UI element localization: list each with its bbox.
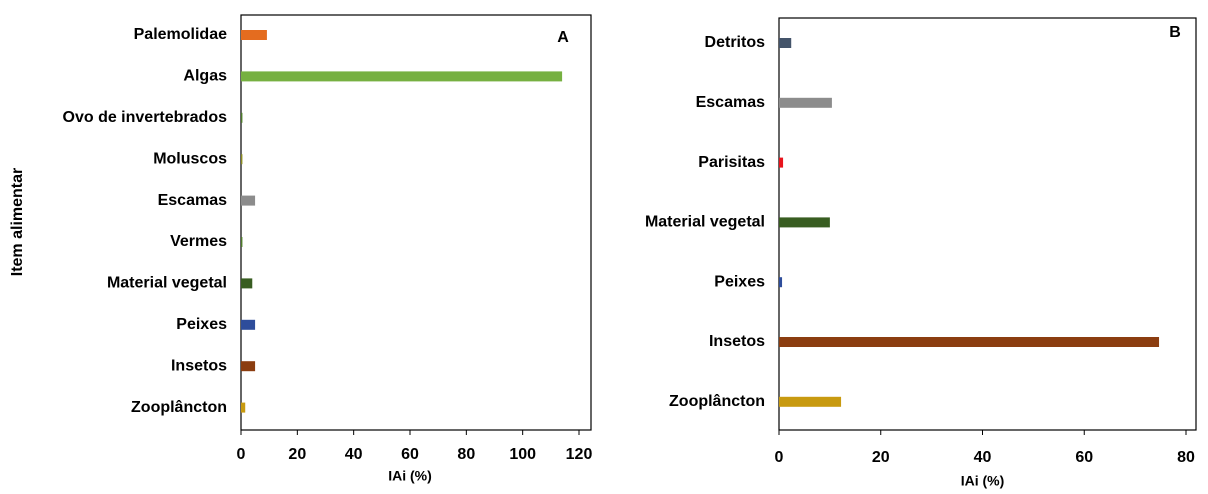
plot-frame [240, 14, 592, 431]
bar [241, 30, 267, 40]
x-axis-label: IAi (%) [961, 473, 1005, 489]
y-tick-label: Insetos [709, 333, 765, 350]
plot-frame [778, 17, 1197, 431]
x-tick-label: 40 [974, 449, 992, 466]
y-tick-label: Palemolidae [134, 26, 227, 43]
bar [241, 71, 563, 82]
x-tick-label: 20 [288, 446, 306, 463]
x-tick-label: 0 [237, 446, 246, 463]
y-axis-label: Item alimentar [9, 168, 26, 276]
y-tick-label: Escamas [696, 94, 765, 111]
y-tick-label: Parisitas [698, 154, 765, 171]
y-tick-label: Peixes [176, 316, 227, 333]
y-tick-label: Ovo de invertebrados [63, 109, 228, 126]
bar [241, 237, 243, 247]
y-tick-label: Zooplâncton [131, 399, 227, 416]
y-tick-label: Algas [183, 68, 227, 85]
x-tick-label: 0 [775, 449, 784, 466]
bar [779, 337, 1160, 347]
x-tick-label: 60 [401, 446, 419, 463]
y-tick-label: Peixes [714, 273, 765, 290]
bar [241, 402, 246, 413]
y-tick-label: Material vegetal [645, 214, 765, 231]
bar [779, 217, 830, 228]
x-axis-label: IAi (%) [388, 468, 432, 484]
bar [779, 277, 783, 288]
x-tick-label: 60 [1075, 449, 1093, 466]
y-tick-label: Escamas [158, 192, 227, 209]
bar [241, 195, 256, 206]
bar [241, 361, 256, 372]
bar [779, 38, 792, 48]
bar [779, 97, 832, 108]
x-tick-label: 80 [1177, 449, 1195, 466]
bar [779, 396, 842, 407]
x-tick-label: 120 [566, 446, 593, 463]
x-tick-label: 40 [345, 446, 363, 463]
y-tick-label: Vermes [170, 233, 227, 250]
y-tick-label: Detritos [705, 34, 766, 51]
bar [779, 157, 784, 168]
bar [241, 278, 253, 289]
bar [241, 154, 243, 165]
y-tick-label: Material vegetal [107, 275, 227, 292]
bar [241, 319, 256, 330]
x-tick-label: 80 [457, 446, 475, 463]
y-tick-label: Zooplâncton [669, 393, 765, 410]
annotation: A [557, 29, 569, 46]
annotation: B [1169, 24, 1181, 41]
y-tick-label: Moluscos [153, 150, 227, 167]
x-tick-label: 100 [509, 446, 536, 463]
x-tick-label: 20 [872, 449, 890, 466]
bar [241, 112, 243, 123]
y-tick-label: Insetos [171, 357, 227, 374]
